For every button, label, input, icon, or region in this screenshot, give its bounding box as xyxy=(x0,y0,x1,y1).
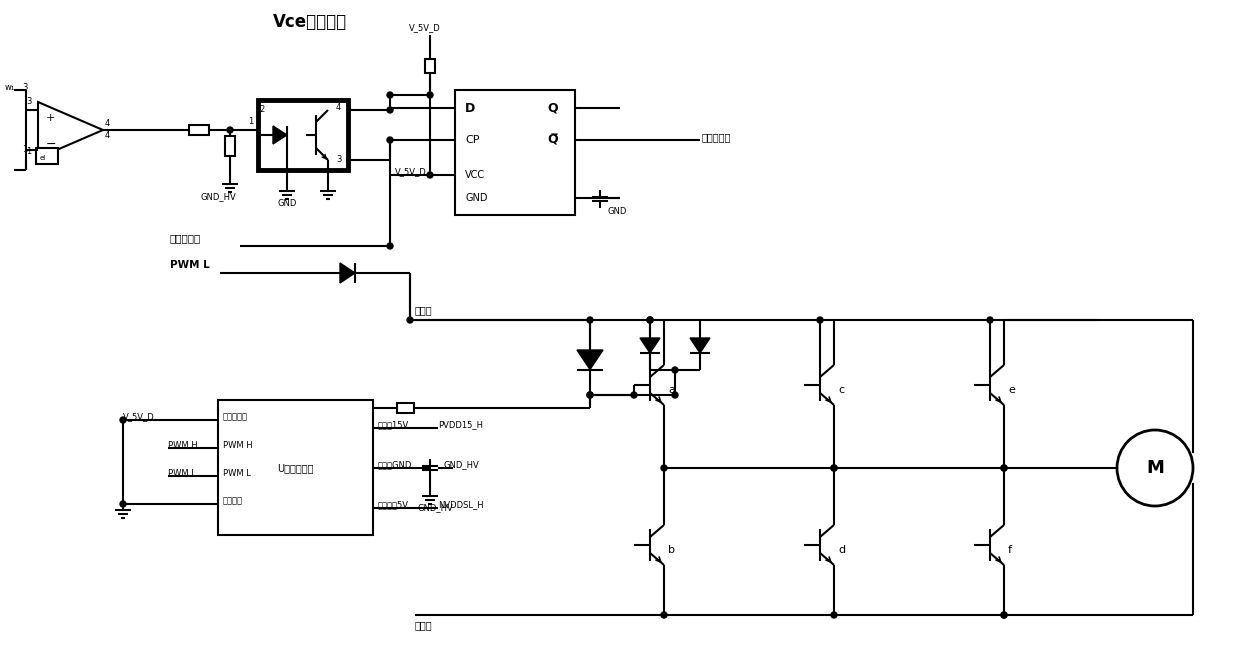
Text: a: a xyxy=(668,385,675,395)
Circle shape xyxy=(831,465,838,471)
Bar xyxy=(218,400,373,535)
Text: 1: 1 xyxy=(22,146,27,154)
Text: Q̅: Q̅ xyxy=(546,134,558,146)
Circle shape xyxy=(672,392,678,398)
Circle shape xyxy=(631,392,637,398)
Text: V_5V_D: V_5V_D xyxy=(123,413,155,422)
Circle shape xyxy=(817,317,823,323)
Text: 低压侧地: 低压侧地 xyxy=(223,496,243,505)
Text: GND_HV: GND_HV xyxy=(418,503,452,513)
Text: +: + xyxy=(46,113,56,123)
Text: M: M xyxy=(1146,459,1163,477)
Circle shape xyxy=(1001,612,1007,618)
Circle shape xyxy=(1001,465,1007,471)
Circle shape xyxy=(387,137,393,143)
Text: CP: CP xyxy=(465,135,479,145)
Text: PWM H: PWM H xyxy=(169,440,198,449)
Circle shape xyxy=(831,612,838,618)
Polygon shape xyxy=(339,263,356,283)
Text: el: el xyxy=(40,155,46,161)
Text: 低压侧供电: 低压侧供电 xyxy=(223,413,248,422)
Bar xyxy=(425,59,435,73)
Text: 3: 3 xyxy=(336,156,342,165)
Text: 母线正: 母线正 xyxy=(415,305,432,315)
Text: GND_HV: GND_HV xyxy=(444,461,478,469)
Circle shape xyxy=(660,465,667,471)
Circle shape xyxy=(647,317,653,323)
Circle shape xyxy=(387,92,393,98)
Polygon shape xyxy=(273,126,287,144)
Text: 高压侧负5V: 高压侧负5V xyxy=(378,500,409,509)
Circle shape xyxy=(227,127,233,133)
Text: w₁: w₁ xyxy=(5,82,15,92)
Text: V_5V_D: V_5V_D xyxy=(395,167,426,177)
Text: U相上桥驱动: U相上桥驱动 xyxy=(276,463,313,473)
Circle shape xyxy=(120,501,126,507)
Circle shape xyxy=(587,392,593,398)
Bar xyxy=(258,100,348,170)
Text: Vce监控电路: Vce监控电路 xyxy=(273,13,347,31)
Circle shape xyxy=(831,465,838,471)
Text: PWM H: PWM H xyxy=(223,440,253,449)
Circle shape xyxy=(387,243,393,249)
Text: 1: 1 xyxy=(26,148,31,156)
Text: V_5V_D: V_5V_D xyxy=(409,24,441,32)
Text: 3: 3 xyxy=(22,82,27,92)
Text: e: e xyxy=(1009,385,1015,395)
Circle shape xyxy=(647,317,653,323)
Polygon shape xyxy=(38,102,103,158)
Text: GND: GND xyxy=(608,208,627,217)
Text: 4: 4 xyxy=(105,119,110,129)
Bar xyxy=(36,148,58,164)
Bar xyxy=(455,90,575,215)
Bar xyxy=(396,403,414,413)
Polygon shape xyxy=(577,350,603,370)
Text: 4: 4 xyxy=(105,130,110,140)
Bar xyxy=(225,136,235,156)
Text: 4: 4 xyxy=(336,103,341,113)
Text: 母线负: 母线负 xyxy=(415,620,432,630)
Text: 脉冲制单元: 脉冲制单元 xyxy=(170,233,201,243)
Text: d: d xyxy=(838,545,845,555)
Text: f: f xyxy=(1009,545,1012,555)
Circle shape xyxy=(987,317,992,323)
Text: 3: 3 xyxy=(26,98,31,107)
Circle shape xyxy=(587,317,593,323)
Text: VCC: VCC xyxy=(465,170,486,180)
Circle shape xyxy=(587,392,593,398)
Text: 斜反馈调节: 斜反馈调节 xyxy=(703,132,731,142)
Circle shape xyxy=(120,417,126,423)
Polygon shape xyxy=(690,338,710,353)
Circle shape xyxy=(427,92,432,98)
Text: 2: 2 xyxy=(259,105,264,115)
Circle shape xyxy=(1001,612,1007,618)
Circle shape xyxy=(660,612,667,618)
Text: NVDDSL_H: NVDDSL_H xyxy=(439,500,483,509)
Text: D: D xyxy=(465,101,476,115)
Text: 1: 1 xyxy=(248,117,253,125)
Text: GND_HV: GND_HV xyxy=(201,192,235,202)
Text: PWM L: PWM L xyxy=(169,469,196,478)
Text: GND: GND xyxy=(465,193,487,203)
Bar xyxy=(190,125,209,135)
Text: 高压侧GND: 高压侧GND xyxy=(378,461,413,469)
Circle shape xyxy=(672,367,678,373)
Text: Q: Q xyxy=(546,101,558,115)
Circle shape xyxy=(406,317,413,323)
Text: 高压侧15V: 高压侧15V xyxy=(378,420,409,430)
Text: PVDD15_H: PVDD15_H xyxy=(439,420,483,430)
Circle shape xyxy=(427,172,432,178)
Text: −: − xyxy=(46,138,57,150)
Circle shape xyxy=(1001,465,1007,471)
Text: PWM L: PWM L xyxy=(223,469,250,478)
Text: PWM L: PWM L xyxy=(170,260,209,270)
Text: c: c xyxy=(838,385,844,395)
Circle shape xyxy=(387,107,393,113)
Polygon shape xyxy=(641,338,660,353)
Text: b: b xyxy=(668,545,675,555)
Text: GND: GND xyxy=(278,198,296,208)
